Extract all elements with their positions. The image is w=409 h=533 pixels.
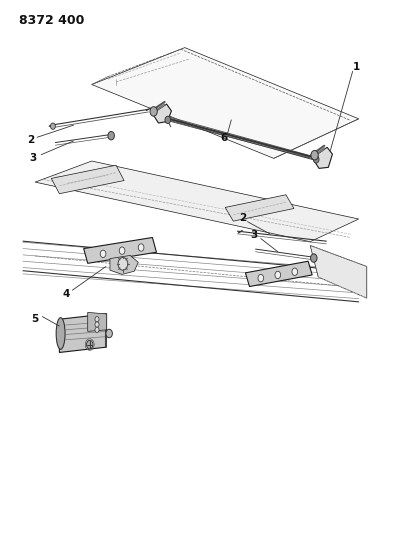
Polygon shape — [51, 165, 124, 193]
Text: 6: 6 — [220, 133, 227, 143]
Polygon shape — [309, 245, 366, 298]
Circle shape — [291, 268, 297, 276]
Text: 5: 5 — [31, 314, 39, 324]
Circle shape — [86, 341, 93, 349]
Circle shape — [118, 257, 128, 270]
Polygon shape — [311, 147, 332, 168]
Circle shape — [310, 150, 317, 160]
Polygon shape — [110, 255, 138, 274]
Circle shape — [108, 132, 114, 140]
Ellipse shape — [56, 318, 65, 349]
Circle shape — [274, 271, 280, 279]
Circle shape — [150, 107, 157, 116]
Circle shape — [138, 244, 144, 251]
Polygon shape — [245, 261, 311, 287]
Circle shape — [164, 116, 170, 124]
Circle shape — [119, 247, 125, 254]
Circle shape — [312, 156, 318, 163]
Circle shape — [100, 250, 106, 257]
Circle shape — [50, 123, 55, 130]
Text: 2: 2 — [27, 135, 34, 145]
Circle shape — [95, 317, 99, 322]
Circle shape — [95, 327, 99, 333]
Circle shape — [95, 322, 99, 327]
Text: 8372 400: 8372 400 — [19, 14, 84, 27]
Text: 2: 2 — [238, 213, 246, 223]
Polygon shape — [152, 104, 171, 123]
Text: 4: 4 — [63, 289, 70, 299]
Circle shape — [106, 329, 112, 338]
Text: 3: 3 — [29, 153, 37, 163]
Polygon shape — [35, 161, 358, 241]
Polygon shape — [225, 195, 293, 221]
Text: 1: 1 — [352, 62, 360, 72]
Circle shape — [257, 274, 263, 282]
Circle shape — [310, 254, 316, 262]
Text: 3: 3 — [250, 230, 257, 240]
Polygon shape — [88, 312, 106, 332]
Polygon shape — [83, 238, 156, 263]
Polygon shape — [59, 314, 106, 352]
Polygon shape — [92, 47, 358, 158]
